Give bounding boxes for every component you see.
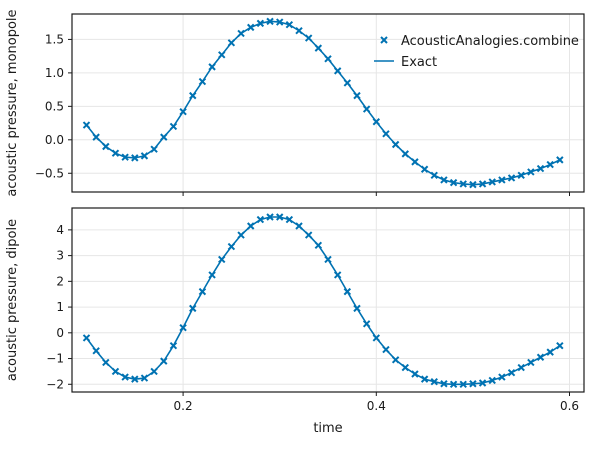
y-tick-label: 0 <box>56 326 64 340</box>
exact-line <box>85 216 561 386</box>
monopole-series <box>82 17 564 189</box>
y-tick-label: −0.5 <box>35 166 64 180</box>
y-tick-label: 0.0 <box>45 133 64 147</box>
monopole-grid <box>72 14 584 192</box>
legend-marker-combine <box>380 36 388 44</box>
y-tick-label: 1.0 <box>45 66 64 80</box>
legend: AcousticAnalogies.combine Exact <box>374 34 579 70</box>
y-tick-label: 4 <box>56 223 64 237</box>
y-tick-label: 1 <box>56 300 64 314</box>
y-tick-label: −1 <box>46 352 64 366</box>
legend-label-exact: Exact <box>401 55 437 70</box>
dipole-panel: 0.2 0.4 0.6 −2 −1 0 1 2 3 4 acoustic pressure, di… <box>5 207 585 436</box>
dipole-axes-frame <box>71 207 585 393</box>
y-tick-label: 1.5 <box>45 32 64 46</box>
x-axis-label: time <box>313 421 342 436</box>
exact-line <box>85 20 561 186</box>
y-tick-label: −2 <box>46 377 64 391</box>
monopole-ylabel: acoustic pressure, monopole <box>5 9 20 196</box>
x-tick-label: 0.4 <box>367 399 386 413</box>
dipole-grid <box>72 208 584 392</box>
x-tick-label: 0.2 <box>174 399 193 413</box>
dipole-ylabel: acoustic pressure, dipole <box>5 219 20 381</box>
legend-label-combine: AcousticAnalogies.combine <box>401 34 579 49</box>
y-tick-label: 2 <box>56 274 64 288</box>
dipole-series <box>82 213 564 388</box>
dipole-ticks: 0.2 0.4 0.6 −2 −1 0 1 2 3 4 <box>46 223 579 413</box>
monopole-panel: −0.5 0.0 0.5 1.0 1.5 acoustic pressure, mono… <box>5 9 585 197</box>
x-tick-label: 0.6 <box>560 399 579 413</box>
y-tick-label: 3 <box>56 249 64 263</box>
y-tick-label: 0.5 <box>45 99 64 113</box>
monopole-ticks: −0.5 0.0 0.5 1.0 1.5 <box>35 32 571 196</box>
monopole-axes-frame <box>71 13 585 193</box>
